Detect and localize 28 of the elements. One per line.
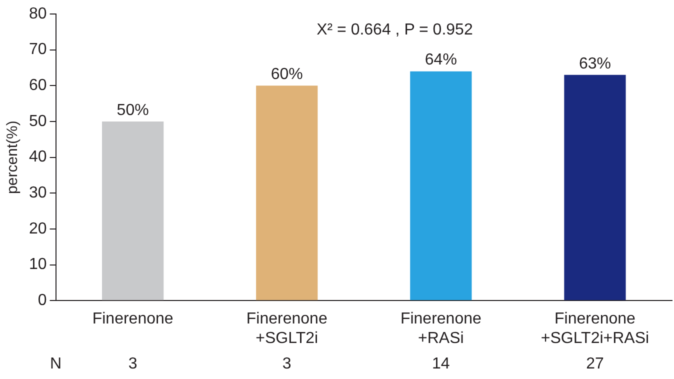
data-label: 60%: [270, 66, 303, 84]
x-tick-label: Finerenone +SGLT2i: [246, 310, 328, 347]
y-tick-label: 50: [29, 112, 47, 130]
bar: [102, 121, 164, 300]
x-tick-label: Finerenone: [92, 310, 174, 328]
data-label: 50%: [116, 102, 149, 119]
x-tick-label: Finerenone +RASi: [400, 310, 482, 347]
y-tick-label: 0: [38, 292, 47, 310]
bar: [256, 86, 318, 300]
bar: [410, 71, 472, 300]
y-tick-label: 20: [29, 220, 47, 238]
annotation: X² = 0.664 , P = 0.952: [316, 21, 473, 38]
data-label: 64%: [424, 52, 457, 69]
y-tick-label: 30: [29, 184, 47, 202]
bar: [564, 74, 626, 300]
y-tick-label: 10: [29, 256, 47, 274]
data-label: 63%: [578, 55, 611, 72]
y-tick-label: 40: [29, 148, 47, 166]
y-tick-label: 70: [29, 41, 47, 58]
text: 3: [128, 355, 138, 372]
text: 27: [586, 355, 604, 372]
y-tick-label: 80: [29, 5, 47, 22]
text: 3: [282, 355, 292, 372]
y-axis-title: percent(%): [4, 120, 22, 194]
text: N: [50, 355, 62, 372]
y-tick-label: 60: [29, 77, 47, 94]
text: 14: [432, 355, 450, 372]
x-tick-label: Finerenone +SGLT2i+RASi: [540, 310, 650, 347]
